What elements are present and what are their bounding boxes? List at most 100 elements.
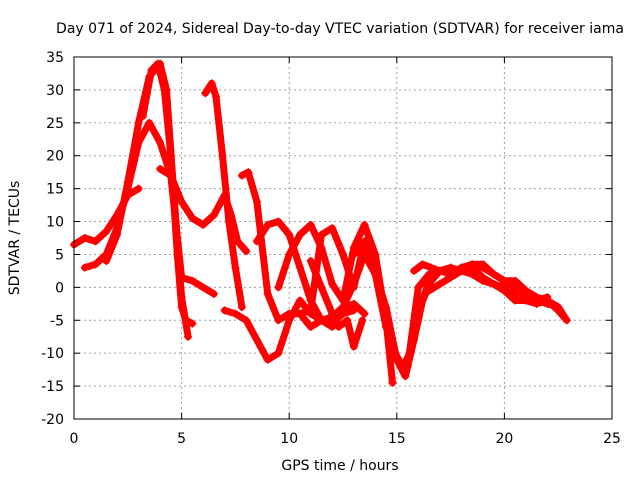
chart-title: Day 071 of 2024, Sidereal Day-to-day VTE… xyxy=(56,21,624,37)
series-line xyxy=(201,79,246,311)
data-point xyxy=(349,250,358,259)
x-axis-label: GPS time / hours xyxy=(281,458,398,474)
data-point xyxy=(263,220,272,229)
series-line xyxy=(139,60,196,328)
data-point xyxy=(237,303,246,312)
y-tick-label: 0 xyxy=(55,280,64,296)
y-tick-label: 20 xyxy=(46,149,64,165)
series-arc-12 xyxy=(306,257,367,351)
data-point xyxy=(360,309,369,318)
data-point xyxy=(156,164,165,173)
series-line xyxy=(156,165,250,255)
data-point xyxy=(328,309,337,318)
data-point xyxy=(188,276,197,285)
data-point xyxy=(188,214,197,223)
data-point xyxy=(91,260,100,269)
data-point xyxy=(173,250,182,259)
series-arc-17 xyxy=(468,260,571,325)
data-point xyxy=(160,85,169,94)
data-point xyxy=(435,280,444,289)
data-point xyxy=(252,237,261,246)
data-point xyxy=(80,234,89,242)
grid-lines xyxy=(74,57,612,419)
y-tick-label: 35 xyxy=(46,50,64,66)
y-tick-label: 25 xyxy=(46,116,64,132)
y-tick-label: 5 xyxy=(55,247,64,263)
data-point xyxy=(209,289,218,298)
series-arc-2 xyxy=(80,118,218,298)
data-point xyxy=(166,171,175,180)
data-point xyxy=(511,280,520,289)
data-series xyxy=(70,59,571,387)
data-point xyxy=(418,260,427,269)
data-point xyxy=(543,296,552,305)
data-point xyxy=(392,355,401,364)
data-point xyxy=(285,250,294,259)
data-point xyxy=(80,263,89,272)
y-tick-label: -20 xyxy=(41,412,64,428)
data-point xyxy=(156,138,165,147)
data-point xyxy=(343,316,352,325)
data-point xyxy=(113,230,122,239)
y-tick-label: 10 xyxy=(46,215,64,231)
data-point xyxy=(199,220,208,229)
data-point xyxy=(328,224,337,233)
data-point xyxy=(274,316,283,325)
axis-ticks: -20 -15 -10 -5 0 5 10 15 20 25 30 35 0 5 10 15 20 25 xyxy=(41,50,621,447)
data-point xyxy=(252,336,261,345)
data-point xyxy=(295,309,304,318)
data-point xyxy=(145,118,154,127)
data-point xyxy=(306,220,315,229)
series-line xyxy=(468,260,571,324)
plot-frame xyxy=(73,56,613,420)
data-point xyxy=(242,316,251,325)
data-point xyxy=(231,309,240,318)
data-point xyxy=(425,286,434,295)
series-arc-4 xyxy=(138,59,197,328)
data-point xyxy=(188,319,197,328)
data-point xyxy=(201,89,210,98)
data-point xyxy=(285,309,294,318)
data-point xyxy=(274,349,283,358)
series-arc-5 xyxy=(156,164,251,256)
data-point xyxy=(184,332,193,341)
data-point xyxy=(295,296,304,305)
data-point xyxy=(177,303,186,312)
data-point xyxy=(218,151,227,160)
data-point xyxy=(166,151,175,160)
data-point xyxy=(358,316,367,325)
data-point xyxy=(209,210,218,219)
data-point xyxy=(231,263,240,272)
data-point xyxy=(425,270,434,279)
data-point xyxy=(371,250,380,259)
data-point xyxy=(244,168,253,177)
data-point xyxy=(274,283,283,292)
data-point xyxy=(489,280,498,289)
data-point xyxy=(102,227,111,236)
data-point xyxy=(212,92,221,101)
data-point xyxy=(478,263,487,272)
data-point xyxy=(102,257,111,266)
data-point xyxy=(306,306,315,315)
data-point xyxy=(532,299,541,308)
data-point xyxy=(446,273,455,282)
data-point xyxy=(382,303,391,312)
data-point xyxy=(181,316,190,325)
data-point xyxy=(478,276,487,285)
data-point xyxy=(349,299,358,308)
data-point xyxy=(306,322,315,331)
data-point xyxy=(263,355,272,364)
data-point xyxy=(427,263,436,272)
data-point xyxy=(446,263,455,272)
x-tick-label: 10 xyxy=(280,431,298,447)
data-point xyxy=(263,289,272,298)
data-point xyxy=(388,378,397,387)
data-point xyxy=(147,66,156,75)
y-tick-label: 15 xyxy=(46,182,64,198)
x-tick-label: 0 xyxy=(70,431,79,447)
data-point xyxy=(138,112,147,121)
series-line xyxy=(274,221,396,387)
data-point xyxy=(295,263,304,272)
data-point xyxy=(457,266,466,275)
